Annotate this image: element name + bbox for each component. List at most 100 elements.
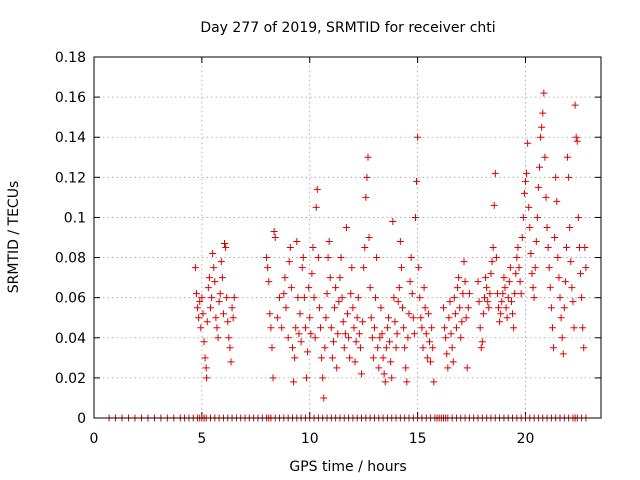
data-point (326, 274, 334, 282)
data-point (202, 364, 210, 372)
data-point (528, 270, 536, 278)
data-point (423, 354, 431, 362)
data-point (577, 270, 585, 278)
data-point (443, 350, 451, 358)
data-point (404, 334, 412, 342)
x-tick-label: 10 (301, 431, 319, 447)
data-point (278, 324, 286, 332)
data-point (570, 324, 578, 332)
data-point (565, 173, 573, 181)
data-point (372, 294, 380, 302)
data-point (507, 298, 515, 306)
data-point (221, 240, 229, 248)
data-point (500, 274, 508, 282)
data-point (285, 258, 293, 266)
x-tick-label: 0 (90, 431, 99, 447)
data-point (197, 324, 205, 332)
data-point (517, 290, 525, 298)
data-point (490, 201, 498, 209)
data-point (198, 294, 206, 302)
data-point (452, 324, 460, 332)
data-point (209, 250, 217, 258)
data-point (510, 324, 518, 332)
data-point (488, 258, 496, 266)
data-point (562, 244, 570, 252)
data-point (516, 278, 524, 286)
data-point (304, 348, 312, 356)
x-axis-label: GPS time / hours (289, 459, 406, 475)
data-point (224, 318, 232, 326)
data-point (320, 394, 328, 402)
data-point (296, 310, 304, 318)
data-point (293, 238, 301, 246)
data-point (270, 227, 278, 235)
data-point (200, 338, 208, 346)
data-point (217, 258, 225, 266)
data-point (328, 354, 336, 362)
data-point (485, 304, 493, 312)
data-point (417, 314, 425, 322)
data-point (499, 290, 507, 298)
data-point (420, 284, 428, 292)
data-point (559, 350, 567, 358)
data-point (553, 197, 561, 205)
data-point (389, 217, 397, 225)
data-point (498, 298, 506, 306)
data-point (408, 290, 416, 298)
data-point (264, 264, 272, 272)
y-tick-label: 0.12 (55, 170, 86, 186)
data-point (409, 314, 417, 322)
data-point (194, 304, 202, 312)
data-point (406, 278, 414, 286)
data-point (363, 173, 371, 181)
data-point (340, 344, 348, 352)
data-point (365, 234, 373, 241)
data-point (276, 294, 284, 302)
data-point (403, 378, 411, 386)
data-point (280, 290, 288, 298)
data-point (368, 334, 376, 342)
data-point (536, 163, 544, 171)
data-point (456, 304, 464, 312)
data-point (287, 284, 295, 292)
data-point (265, 278, 273, 286)
data-point (282, 304, 290, 312)
data-point (572, 133, 580, 141)
data-point (430, 378, 438, 386)
data-point (378, 330, 386, 338)
data-point (370, 324, 378, 332)
data-point (268, 344, 276, 352)
data-point (556, 294, 564, 302)
data-point (564, 153, 572, 161)
data-point (457, 334, 465, 342)
data-point (297, 338, 305, 346)
data-point (384, 314, 392, 322)
data-point (502, 304, 510, 312)
data-point (581, 244, 589, 252)
x-tick-label: 5 (197, 431, 206, 447)
data-point (541, 153, 549, 161)
data-point (428, 324, 436, 332)
data-point (519, 213, 527, 221)
y-axis-label: SRMTID / TECUs (6, 181, 22, 294)
data-point (533, 213, 541, 221)
data-point (349, 304, 357, 312)
data-point (459, 290, 467, 298)
data-point (582, 264, 590, 272)
data-point (222, 244, 230, 252)
data-point (445, 314, 453, 322)
data-point (292, 324, 300, 332)
data-point (578, 294, 586, 302)
data-point (513, 254, 521, 262)
y-tick-label: 0.1 (64, 210, 86, 226)
data-point (386, 338, 394, 346)
data-point (367, 314, 375, 322)
data-point (291, 354, 299, 362)
data-point (227, 358, 235, 366)
data-point (505, 278, 513, 286)
data-point (338, 294, 346, 302)
data-point (381, 378, 389, 386)
data-point (317, 324, 325, 332)
data-point (501, 284, 509, 292)
